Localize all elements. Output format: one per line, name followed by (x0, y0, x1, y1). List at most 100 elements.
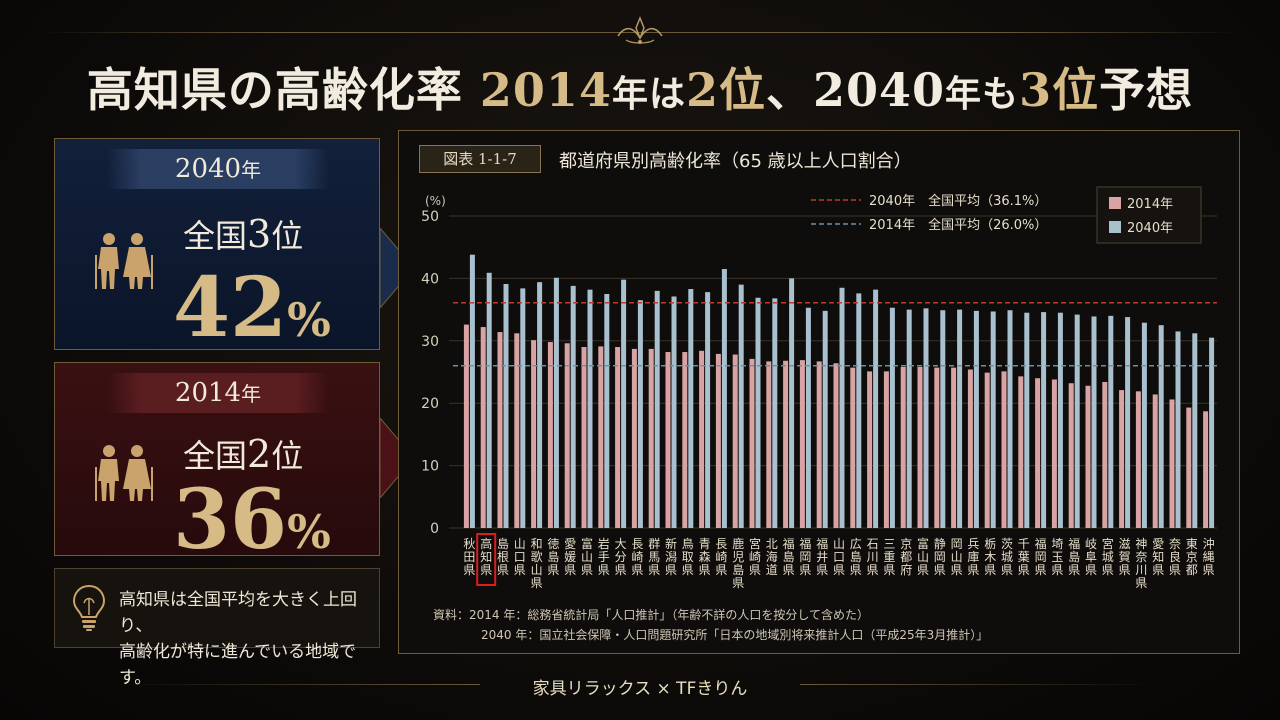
x-tick-label-char: 長 (715, 537, 727, 551)
bar-2014 (1203, 411, 1209, 528)
bar-2014 (615, 347, 621, 528)
card-2040-percent: 42% (173, 267, 331, 349)
x-tick-label-char: 児 (732, 550, 744, 564)
x-tick-label-char: 歌 (531, 549, 543, 564)
bar-2014 (1051, 379, 1057, 528)
title-rank2: 3位 (1019, 63, 1100, 117)
title-sep: 、 (766, 63, 813, 117)
bar-2040 (1141, 322, 1147, 528)
x-tick-label-char: 県 (615, 563, 627, 577)
title-rank1: 2位 (685, 63, 766, 117)
x-tick-label-char: 森 (699, 549, 711, 564)
bar-2040 (957, 309, 963, 528)
highlight-box (476, 533, 497, 586)
x-tick-label-char: 岩 (598, 536, 610, 551)
card-2040-year-banner: 2040年 (107, 149, 329, 189)
elderly-couple-icon (95, 233, 153, 289)
x-tick-label-char: 岡 (951, 537, 963, 551)
bar-2014 (1186, 407, 1192, 528)
x-tick-label-char: 山 (514, 537, 526, 551)
x-tick-label-char: 山 (917, 550, 929, 564)
bar-2014 (934, 367, 940, 528)
x-tick-label-char: 県 (1102, 563, 1114, 577)
card-2014-year: 2014 (174, 378, 242, 408)
x-tick-label-char: 秋 (463, 537, 475, 551)
y-tick-label: 50 (421, 209, 439, 225)
bar-2014 (900, 367, 906, 528)
page-title: 高知県の高齢化率 2014年は2位、2040年も3位予想 (0, 54, 1280, 120)
bar-2040 (1158, 325, 1164, 528)
x-tick-label-char: 手 (598, 550, 610, 564)
y-axis-unit: (%) (425, 194, 446, 208)
bar-2014 (1085, 385, 1091, 528)
x-tick-label-char: 井 (816, 550, 828, 564)
note-line2: 高齢化が特に進んでいる地域です。 (119, 642, 357, 688)
source-note: 資料：2014 年：総務省統計局「人口推計」（年齢不詳の人口を按分して含めた） … (433, 605, 988, 645)
x-tick-label-char: 福 (1068, 536, 1080, 551)
bar-2040 (1024, 312, 1030, 528)
x-tick-label-char: 賀 (1119, 550, 1131, 564)
x-tick-label-char: 和 (531, 537, 543, 551)
x-tick-label-char: 愛 (564, 537, 576, 551)
footer-divider-left (120, 684, 480, 685)
card-2040-year: 2040 (174, 154, 242, 184)
source-line1: 資料：2014 年：総務省統計局「人口推計」（年齢不詳の人口を按分して含めた） (433, 608, 869, 622)
x-tick-label-char: 千 (1018, 537, 1030, 551)
x-tick-label-char: 三 (883, 537, 895, 551)
x-tick-label-char: 県 (934, 563, 946, 577)
x-tick-label-char: 奈 (1135, 550, 1147, 564)
bar-2040 (1041, 312, 1047, 528)
card-2014-rank-prefix: 全国 (183, 437, 248, 475)
x-tick-label-char: 府 (900, 562, 912, 577)
bar-2014 (1035, 378, 1041, 528)
bar-2014 (480, 327, 486, 528)
x-tick-label-char: 岐 (1085, 537, 1097, 551)
x-tick-label-char: 京 (1186, 550, 1198, 564)
y-tick-label: 30 (421, 334, 439, 350)
title-nen1: 年 (611, 73, 649, 115)
x-tick-label-char: 沖 (1203, 537, 1215, 551)
bar-2014 (715, 353, 721, 528)
bar-2040 (469, 254, 475, 529)
x-tick-label-char: 滋 (1119, 537, 1131, 551)
x-tick-label-char: 県 (682, 563, 694, 577)
x-tick-label-char: 福 (1035, 536, 1047, 551)
ornament-icon (617, 15, 663, 44)
x-tick-label-char: 山 (581, 550, 593, 564)
x-tick-label-char: 県 (867, 563, 879, 577)
x-tick-label-char: 庫 (967, 550, 979, 564)
note-line1: 高知県は全国平均を大きく上回り、 (119, 590, 357, 636)
bar-2040 (889, 307, 895, 528)
x-tick-label-char: 群 (648, 537, 660, 551)
x-tick-label-char: 埼 (1051, 537, 1063, 551)
x-tick-label-char: 東 (1186, 537, 1198, 551)
x-tick-label-char: 県 (715, 563, 727, 577)
bar-2014 (665, 352, 671, 528)
bar-2040 (1125, 317, 1131, 528)
bar-2040 (705, 292, 711, 528)
bar-2040 (570, 285, 576, 528)
bar-2014 (1001, 371, 1007, 528)
x-tick-label-char: 宮 (1102, 536, 1114, 551)
bar-2014 (951, 367, 957, 528)
x-tick-label-char: 崎 (749, 550, 761, 564)
chart-panel: 図表 1-1-7 都道府県別高齢化率（65 歳以上人口割合） (%) 0 10 20 3… (398, 130, 1240, 654)
card-2040-rank-num: 3 (247, 212, 272, 256)
x-tick-label-char: 県 (1119, 563, 1131, 577)
bar-2040 (520, 288, 526, 528)
x-tick-label-char: 島 (732, 562, 744, 577)
x-tick-label-char: 県 (1001, 563, 1013, 577)
bar-2040 (789, 278, 795, 528)
bar-2040 (940, 310, 946, 528)
card-2014-arrow-icon (380, 418, 414, 498)
bar-2014 (682, 352, 688, 528)
card-2014-percent-sign: % (287, 505, 331, 559)
x-tick-label-char: 都 (1186, 563, 1198, 577)
bar-2014 (816, 361, 822, 528)
bar-2040 (738, 284, 744, 528)
bar-2040 (503, 284, 509, 528)
bar-2040 (721, 269, 727, 528)
x-tick-label-char: 高 (480, 536, 492, 551)
x-tick-label-char: 県 (480, 563, 492, 577)
figure-tag: 図表 1-1-7 (419, 145, 541, 173)
